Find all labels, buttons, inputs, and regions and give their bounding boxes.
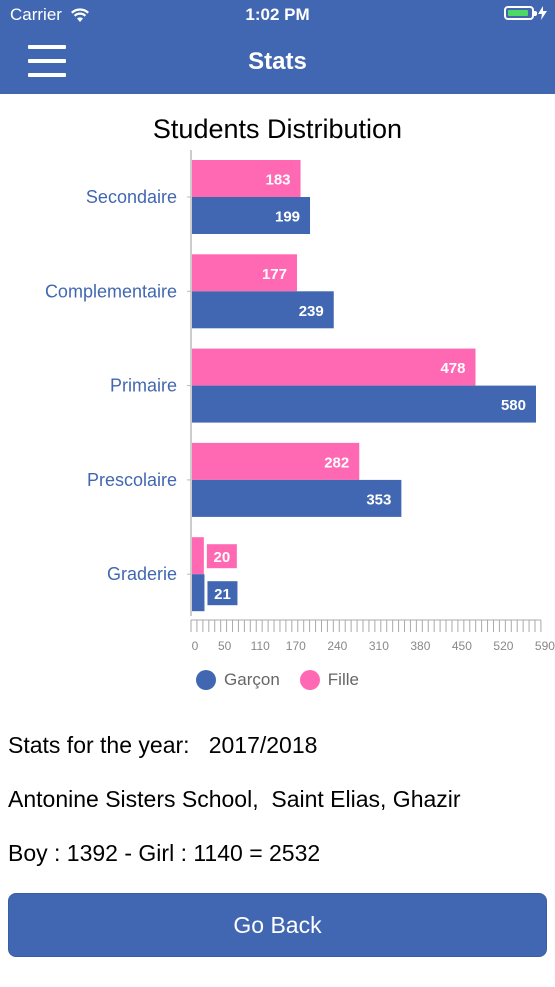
x-tick-label: 50 — [218, 639, 232, 653]
nav-bar: Stats — [0, 30, 555, 94]
x-tick-label: 110 — [251, 639, 270, 653]
status-bar: Carrier 1:02 PM — [0, 0, 555, 30]
data-label: 580 — [501, 397, 526, 414]
x-tick-label: 310 — [369, 639, 389, 653]
category-label: Complementaire — [45, 281, 177, 301]
x-tick-label: 0 — [192, 639, 199, 653]
bar-fille — [192, 254, 297, 292]
data-label: 183 — [266, 172, 291, 189]
data-label-box — [207, 581, 238, 606]
data-label: 239 — [299, 303, 324, 320]
legend-item-fille: Fille — [299, 670, 359, 690]
category-label: Secondaire — [86, 187, 177, 207]
x-tick-label: 520 — [493, 639, 513, 653]
data-label: 199 — [275, 209, 300, 226]
status-left: Carrier — [10, 5, 90, 25]
bar-garcon — [192, 385, 536, 423]
chart-svg: Secondaire 183 199 Complementaire 177 239 Prim… — [45, 150, 555, 653]
x-tick-label: 590 — [535, 639, 555, 653]
nav-title: Stats — [248, 48, 307, 75]
status-right — [504, 6, 547, 20]
x-tick-label: 450 — [452, 639, 472, 653]
bar-garcon — [192, 197, 311, 234]
bar-garcon — [192, 574, 205, 612]
legend-label-fille: Fille — [327, 670, 359, 689]
data-label: 353 — [366, 491, 391, 508]
x-tick-label: 380 — [410, 639, 430, 653]
school-info: Antonine Sisters School, Saint Elias, Gh… — [8, 786, 461, 812]
bar-garcon — [192, 479, 402, 517]
bar-fille — [192, 348, 476, 386]
x-tick-label: 240 — [327, 639, 347, 653]
bar-fille — [192, 442, 360, 480]
bar-fille — [192, 160, 301, 197]
carrier-label: Carrier — [10, 5, 62, 24]
battery-icon — [504, 6, 537, 20]
legend-label-garcon: Garçon — [224, 670, 280, 689]
legend-item-garcon: Garçon — [196, 670, 280, 690]
go-back-button[interactable]: Go Back — [8, 893, 547, 957]
category-label: Primaire — [110, 376, 177, 396]
bar-garcon — [192, 291, 334, 329]
legend-dot-fille — [299, 670, 320, 690]
wifi-icon — [70, 8, 89, 22]
chart-legend: Garçon Fille — [0, 670, 555, 690]
category-label: Graderie — [107, 564, 177, 584]
status-time: 1:02 PM — [245, 5, 310, 24]
legend-dot-garcon — [196, 670, 217, 690]
data-label: 282 — [324, 454, 349, 471]
menu-button[interactable] — [28, 43, 68, 79]
data-label: 478 — [440, 360, 465, 377]
charging-icon — [538, 6, 547, 20]
category-label: Prescolaire — [87, 470, 177, 490]
totals-info: Boy : 1392 - Girl : 1140 = 2532 — [8, 840, 321, 866]
chart-title: Students Distribution — [152, 114, 403, 144]
data-label-box — [206, 544, 237, 569]
data-label: 177 — [262, 266, 287, 283]
students-chart: Students Distribution Secondaire 183 199 Co… — [0, 100, 555, 710]
year-info: Stats for the year: 2017/2018 — [8, 732, 318, 758]
bar-fille — [192, 537, 204, 575]
data-label: 20 — [214, 549, 231, 566]
data-label: 21 — [214, 586, 231, 603]
x-tick-label: 170 — [286, 639, 306, 653]
